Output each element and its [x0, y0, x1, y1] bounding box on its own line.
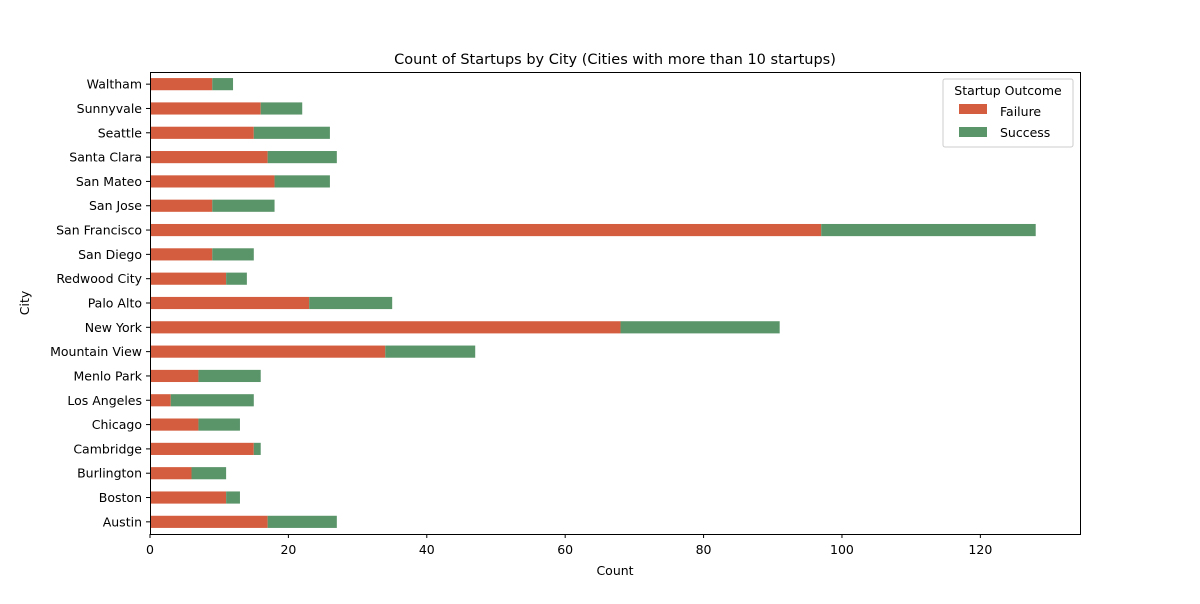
y-tick-label: New York: [85, 320, 143, 335]
x-tick-label: 60: [557, 542, 573, 557]
y-axis-ticks: Austin Boston Burlington Cambridge Chicago Lo…: [50, 77, 150, 529]
bar-san-francisco-failure: [150, 223, 822, 237]
bar-santa-clara-success: [267, 151, 337, 164]
bar-santa-clara-failure: [150, 151, 268, 164]
y-tick-label: Austin: [103, 514, 142, 529]
y-tick-label: Santa Clara: [69, 150, 142, 165]
y-tick-label: Seattle: [98, 125, 143, 140]
bar-austin-failure: [150, 515, 268, 528]
legend-title: Startup Outcome: [954, 83, 1062, 98]
x-tick-label: 120: [968, 542, 992, 557]
y-tick-label: Burlington: [77, 466, 142, 481]
bar-cambridge-failure: [150, 442, 254, 455]
bar-menlo-park-success: [198, 369, 261, 383]
bar-waltham-success: [212, 78, 234, 91]
bar-boston-success: [226, 491, 240, 504]
x-tick-label: 100: [830, 542, 854, 557]
legend-swatch-failure: [959, 104, 987, 114]
y-tick-label: Redwood City: [56, 271, 142, 286]
x-tick-label: 0: [146, 542, 154, 557]
bar-mountain-view-success: [385, 345, 476, 358]
x-tick-label: 20: [280, 542, 296, 557]
plot-frame: [150, 72, 1081, 535]
bar-boston-failure: [150, 491, 227, 504]
y-tick-label: Waltham: [87, 77, 142, 92]
bar-chicago-failure: [150, 418, 199, 431]
y-tick-label: San Diego: [78, 247, 142, 262]
bar-seattle-success: [253, 126, 330, 139]
bar-sunnyvale-failure: [150, 102, 261, 115]
bar-waltham-failure: [150, 78, 213, 91]
legend-label-success: Success: [1000, 125, 1050, 140]
y-tick-label: San Francisco: [56, 223, 142, 238]
legend-label-failure: Failure: [1000, 104, 1041, 119]
y-tick-label: Chicago: [92, 417, 142, 432]
bar-san-mateo-success: [274, 175, 330, 188]
bars-group: [150, 78, 1036, 528]
bar-redwood-city-failure: [150, 272, 227, 285]
y-tick-label: Menlo Park: [73, 368, 142, 383]
bar-cambridge-success: [253, 442, 261, 455]
bar-mountain-view-failure: [150, 345, 386, 358]
bar-chicago-success: [198, 418, 240, 431]
bar-san-francisco-success: [821, 223, 1036, 237]
bar-san-mateo-failure: [150, 175, 275, 188]
y-tick-label: Mountain View: [50, 344, 142, 359]
bar-sunnyvale-success: [260, 102, 303, 115]
bar-redwood-city-success: [226, 272, 247, 285]
bar-palo-alto-success: [309, 296, 393, 310]
legend: Startup Outcome Failure Success: [942, 78, 1074, 148]
bar-san-jose-success: [212, 199, 275, 212]
bar-seattle-failure: [150, 126, 254, 139]
bar-san-jose-failure: [150, 199, 213, 212]
bar-palo-alto-failure: [150, 296, 310, 310]
bar-new-york-success: [620, 321, 780, 334]
legend-swatch-success: [959, 127, 987, 137]
y-axis-label: City: [17, 290, 32, 315]
y-tick-label: Cambridge: [73, 441, 142, 456]
bar-new-york-failure: [150, 321, 621, 334]
y-tick-label: San Mateo: [76, 174, 142, 189]
bar-burlington-failure: [150, 467, 192, 480]
bar-burlington-success: [191, 467, 227, 480]
y-tick-label: Los Angeles: [67, 393, 142, 408]
bar-san-diego-failure: [150, 248, 213, 261]
bar-san-diego-success: [212, 248, 254, 261]
bar-los-angeles-success: [170, 394, 254, 407]
x-axis-ticks: 0 20 40 60 80 100 120: [146, 534, 992, 557]
bar-austin-success: [267, 515, 337, 528]
chart-title: Count of Startups by City (Cities with m…: [394, 52, 836, 68]
x-tick-label: 80: [696, 542, 712, 557]
y-tick-label: Palo Alto: [88, 296, 142, 311]
x-axis-label: Count: [596, 563, 633, 578]
y-tick-label: San Jose: [89, 198, 142, 213]
y-tick-label: Boston: [99, 490, 142, 505]
y-tick-label: Sunnyvale: [77, 101, 143, 116]
bar-los-angeles-failure: [150, 394, 171, 407]
x-tick-label: 40: [419, 542, 435, 557]
bar-menlo-park-failure: [150, 369, 199, 383]
